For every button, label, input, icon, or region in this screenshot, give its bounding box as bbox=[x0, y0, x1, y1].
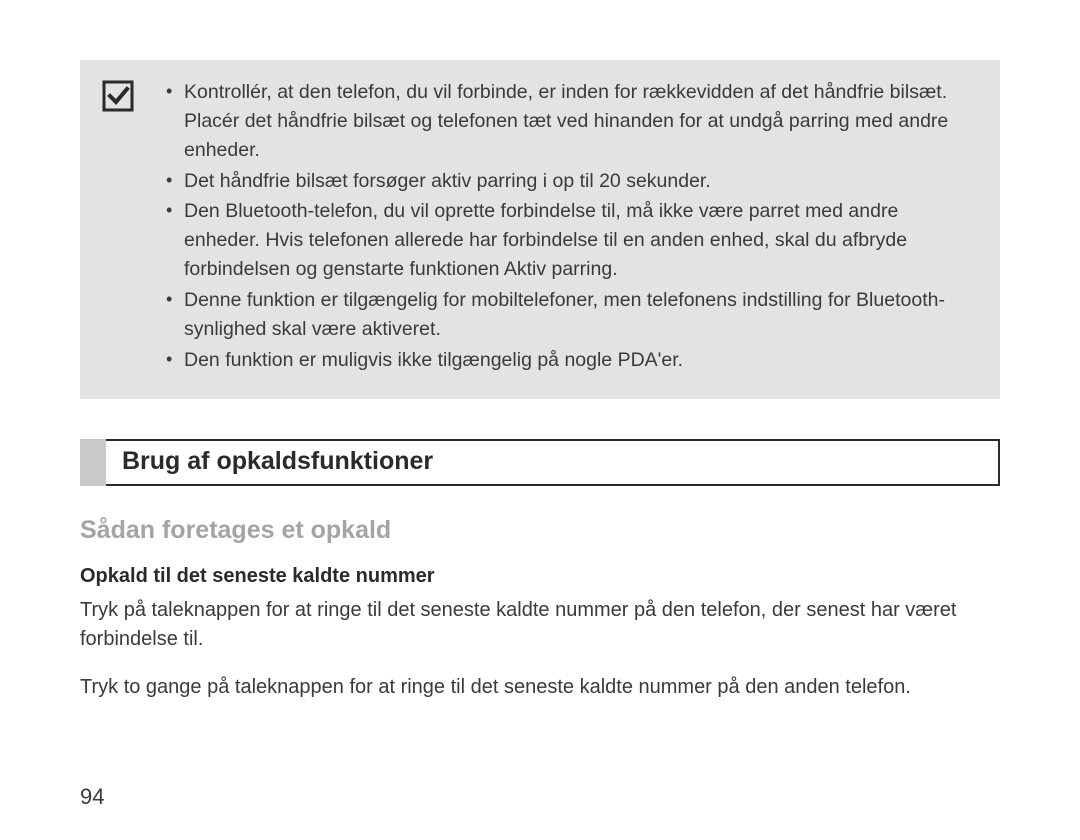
document-page: Kontrollér, at den telefon, du vil forbi… bbox=[0, 0, 1080, 702]
body-paragraph: Tryk på taleknappen for at ringe til det… bbox=[80, 596, 1000, 655]
subheading: Sådan foretages et opkald bbox=[80, 516, 1000, 545]
note-item: Denne funktion er tilgængelig for mobilt… bbox=[162, 286, 978, 344]
note-item: Kontrollér, at den telefon, du vil forbi… bbox=[162, 78, 978, 165]
note-list: Kontrollér, at den telefon, du vil forbi… bbox=[162, 78, 978, 377]
sub-subheading: Opkald til det seneste kaldte nummer bbox=[80, 565, 1000, 588]
body-paragraph: Tryk to gange på taleknappen for at ring… bbox=[80, 673, 1000, 703]
section-title: Brug af opkaldsfunktioner bbox=[122, 447, 982, 476]
check-box-icon bbox=[102, 80, 134, 377]
note-item: Den Bluetooth-telefon, du vil oprette fo… bbox=[162, 197, 978, 284]
section-header: Brug af opkaldsfunktioner bbox=[80, 439, 1000, 486]
note-item: Det håndfrie bilsæt forsøger aktiv parri… bbox=[162, 167, 978, 196]
note-box: Kontrollér, at den telefon, du vil forbi… bbox=[80, 60, 1000, 399]
section-title-wrap: Brug af opkaldsfunktioner bbox=[106, 439, 1000, 486]
section-accent-bar bbox=[80, 439, 106, 486]
note-item: Den funktion er muligvis ikke tilgængeli… bbox=[162, 346, 978, 375]
page-number: 94 bbox=[80, 784, 104, 810]
